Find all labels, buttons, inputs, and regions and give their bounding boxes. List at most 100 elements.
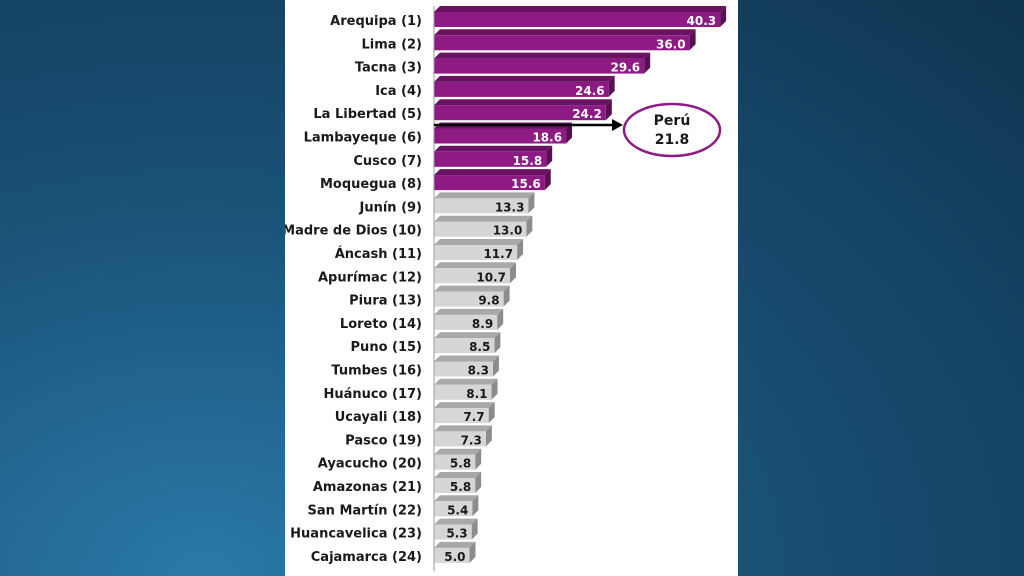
bar: [434, 332, 501, 354]
bar-front: [434, 198, 529, 214]
category-label: Tumbes (16): [331, 364, 422, 379]
bar-side: [720, 6, 727, 27]
bar-side: [469, 541, 476, 563]
bar-front: [434, 81, 609, 97]
bar-front: [434, 105, 606, 121]
category-label: Madre de Dios (10): [285, 224, 422, 239]
bar-side: [471, 518, 478, 540]
bar-chart: Arequipa (1) Lima (2) Tacna (3) Ica (4) La L…: [285, 6, 727, 572]
bar-top: [434, 239, 524, 245]
value-label: 15.8: [513, 154, 543, 168]
bar-side: [485, 425, 492, 447]
bar-top: [434, 541, 476, 548]
category-label: Loreto (14): [340, 317, 422, 332]
bar-side: [644, 52, 651, 74]
bar-top: [434, 145, 553, 152]
value-label: 13.3: [495, 200, 525, 214]
value-label: 13.0: [493, 224, 523, 238]
bar-front: [434, 431, 486, 447]
bar-top: [434, 518, 478, 525]
bar-front: [434, 501, 473, 517]
bar-side: [494, 332, 501, 354]
bar-top: [434, 378, 498, 385]
bar-side: [472, 495, 479, 517]
bar-top: [434, 402, 495, 409]
bars: [434, 6, 727, 563]
bar-front: [434, 524, 472, 540]
bar-top: [434, 262, 516, 269]
value-label: 24.6: [575, 84, 605, 98]
value-label: 5.4: [447, 503, 468, 517]
bar-front: [434, 175, 545, 191]
bar-top: [434, 448, 482, 455]
category-label: Huancavelica (23): [290, 527, 422, 542]
category-label: Junín (9): [358, 200, 422, 215]
reference-ellipse: [622, 102, 722, 158]
bar-front: [434, 221, 527, 237]
slide-panel: Arequipa (1) Lima (2) Tacna (3) Ica (4) La L…: [285, 0, 738, 576]
value-label: 8.3: [468, 364, 489, 378]
value-label: 5.8: [450, 457, 471, 471]
bar-front: [434, 245, 518, 260]
bar: [434, 285, 510, 307]
bar-front: [434, 547, 470, 563]
bar-front: [434, 478, 476, 493]
bar-top: [434, 285, 510, 292]
value-label: 7.3: [461, 433, 482, 447]
value-label: 5.8: [450, 480, 471, 494]
bar: [434, 29, 696, 51]
category-label: Pasco (19): [345, 433, 422, 448]
bar-side: [497, 308, 504, 330]
bar-side: [546, 145, 553, 167]
category-label: Lima (2): [361, 37, 422, 52]
bar-top: [434, 6, 727, 12]
bar: [434, 425, 492, 447]
bar: [434, 6, 727, 27]
bar-front: [434, 128, 567, 144]
category-label: Áncash (11): [335, 246, 422, 262]
bar-top: [434, 169, 551, 176]
value-label: 24.2: [572, 107, 602, 121]
category-label: Ica (4): [375, 84, 422, 99]
value-label: 5.3: [446, 527, 467, 541]
category-label: Tacna (3): [355, 61, 422, 76]
category-label: Lambayeque (6): [304, 131, 422, 146]
bar-front: [434, 361, 493, 377]
value-label: 8.5: [469, 340, 490, 354]
bar: [434, 52, 651, 74]
bar: [434, 215, 533, 237]
value-label: 18.6: [532, 131, 562, 145]
bar-top: [434, 75, 615, 82]
bar-side: [528, 192, 535, 214]
category-label: Huánuco (17): [323, 387, 422, 402]
bar-top: [434, 308, 504, 315]
reference-label: Perú: [654, 113, 691, 129]
bar-side: [492, 355, 499, 377]
bar-front: [434, 151, 547, 167]
category-label: Cusco (7): [353, 154, 422, 169]
category-label: Ayacucho (20): [318, 457, 422, 472]
category-label: Arequipa (1): [330, 14, 422, 29]
category-label: Moquegua (8): [320, 177, 422, 192]
bar-top: [434, 332, 501, 339]
bar-front: [434, 384, 492, 400]
category-label: Puno (15): [351, 340, 422, 355]
bar-side: [517, 239, 524, 260]
bar-side: [566, 122, 573, 144]
bar-side: [509, 262, 516, 284]
value-label: 40.3: [687, 14, 717, 28]
bar: [434, 378, 498, 400]
bar: [434, 355, 499, 377]
category-label: Amazonas (21): [313, 480, 422, 495]
bar: [434, 541, 476, 563]
category-label: La Libertad (5): [313, 107, 422, 122]
category-label: Apurímac (12): [318, 270, 422, 285]
bar: [434, 169, 551, 191]
bar: [434, 518, 478, 540]
bar-side: [491, 378, 498, 400]
bar-front: [434, 12, 721, 27]
bar-front: [434, 338, 495, 354]
value-label: 7.7: [463, 410, 484, 424]
bar-side: [475, 472, 482, 493]
bar-side: [544, 169, 551, 191]
